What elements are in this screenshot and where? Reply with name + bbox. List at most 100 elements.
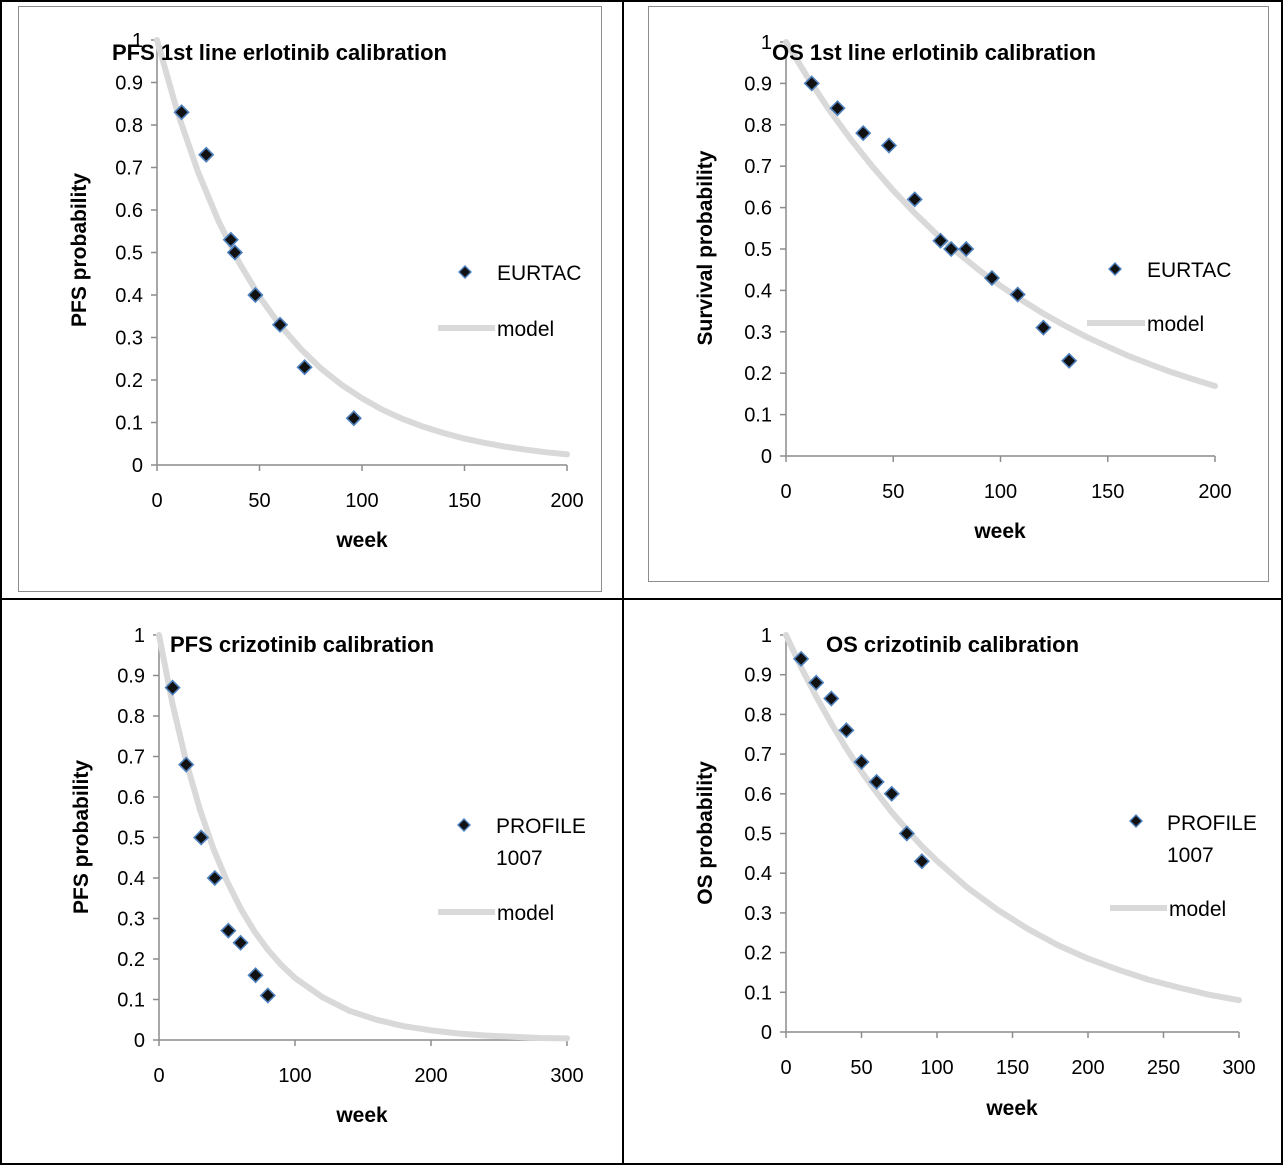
y-tick-label: 0.5 [744,239,772,261]
y-tick-label: 0.9 [744,665,772,687]
y-tick-label: 0.8 [117,706,145,728]
y-tick-label: 0.7 [115,158,143,180]
x-tick-label: 250 [1147,1057,1180,1079]
data-point-marker [164,679,181,696]
y-tick-label: 0.5 [115,243,143,265]
y-tick-label: 0.7 [117,747,145,769]
y-axis-label: OS probability [694,761,717,905]
chart-1: 0 0.1 0.2 0.3 0.4 0.5 0.6 0.7 0.8 0.9 1 0 50 100 150 20… [68,30,584,552]
model-series-line [783,632,1242,1004]
data-point-marker [259,987,276,1004]
x-axis-label: week [985,1097,1038,1120]
y-tick-label: 0.1 [744,405,772,427]
y-tick-label: 0.9 [115,73,143,95]
y-tick-label: 0.2 [117,949,145,971]
legend-label-data: PROFILE 1007 [1167,812,1257,867]
y-tick-label: 1 [132,30,143,52]
y-tick-label: 0.6 [744,784,772,806]
data-point-marker [232,934,249,951]
y-tick-label: 0.7 [744,156,772,178]
model-series-line [156,632,570,1042]
legend-label-line: 1007 [496,847,543,870]
data-point-marker [803,75,820,92]
chart-title: PFS 1st line erlotinib calibration [112,40,447,65]
y-tick-label: 0.8 [115,115,143,137]
x-tick-label: 0 [153,1065,164,1087]
y-tick-label: 0.4 [744,280,772,302]
x-tick-label: 200 [414,1065,447,1087]
legend-label-line: 1007 [1167,844,1214,867]
data-point-marker [226,244,244,261]
x-tick-label: 200 [1071,1057,1104,1079]
x-axis-label: week [335,529,388,552]
data-point-marker [880,137,898,154]
y-tick-label: 0.3 [117,909,145,931]
data-point-marker [1009,286,1026,303]
data-point-marker [943,240,960,258]
data-point-marker [913,853,931,870]
chart-title: OS 1st line erlotinib calibration [772,40,1096,65]
y-tick-label: 0.2 [744,943,772,965]
legend-marker-data [1108,262,1122,276]
x-axis-label: week [973,520,1026,543]
y-tick-label: 0 [761,1022,772,1044]
y-tick-label: 0.4 [115,285,143,307]
y-tick-label: 1 [134,625,145,647]
data-point-marker [1035,319,1052,336]
y-tick-label: 0.9 [117,666,145,688]
y-tick-label: 0.3 [744,322,772,344]
x-tick-label: 300 [1222,1057,1255,1079]
x-tick-label: 150 [996,1057,1029,1079]
data-point-marker [1061,352,1078,369]
data-point-marker [178,756,195,773]
y-tick-label: 0 [132,455,143,477]
panel-cell-bottom-left [0,598,624,1165]
y-tick-label: 0.5 [117,828,145,850]
legend-label-line: PROFILE [496,815,586,838]
legend-label-model: model [1169,898,1226,921]
x-tick-label: 50 [248,490,270,512]
y-axis-label: PFS probability [68,173,91,327]
y-tick-label: 0.8 [744,704,772,726]
chart-2: 0 0.1 0.2 0.3 0.4 0.5 0.6 0.7 0.8 0.9 1 0 50 100 150 20… [694,32,1232,543]
data-point-marker [206,869,223,887]
x-tick-label: 0 [151,490,162,512]
y-tick-label: 0.5 [744,824,772,846]
y-tick-label: 0.1 [115,413,143,435]
chart-frame-os-erlotinib [648,6,1269,582]
data-point-marker [271,316,289,333]
y-tick-label: 0.8 [744,115,772,137]
legend-label-line: PROFILE [1167,812,1257,835]
x-tick-label: 100 [984,481,1017,503]
legend-label-data: PROFILE 1007 [496,815,586,870]
data-point-marker [958,240,975,258]
y-tick-label: 1 [761,625,772,647]
data-point-marker [853,753,870,771]
y-tick-label: 1 [761,32,772,54]
y-tick-label: 0.3 [115,328,143,350]
y-tick-label: 0 [134,1030,145,1052]
model-series-line [783,39,1218,389]
data-point-marker [838,722,855,739]
x-tick-label: 0 [780,481,791,503]
legend-marker-data [1129,814,1143,828]
chart-title: OS crizotinib calibration [826,632,1079,657]
x-tick-label: 50 [882,481,904,503]
data-point-marker [829,100,846,117]
data-point-marker [906,191,923,208]
y-tick-label: 0.2 [744,363,772,385]
data-point-marker [855,124,872,142]
data-point-marker [868,773,885,791]
chart-title: PFS crizotinib calibration [170,632,434,657]
y-tick-label: 0.3 [744,903,772,925]
legend-label-data: EURTAC [1147,259,1231,282]
legend-marker-data [458,265,472,279]
panel-cell-bottom-right [622,598,1283,1165]
data-point-marker [823,690,840,707]
y-axis-label: Survival probability [694,150,717,345]
legend-marker-data [457,818,471,832]
legend-label-model: model [1147,313,1204,336]
x-tick-label: 100 [345,490,378,512]
data-point-marker [247,967,264,984]
